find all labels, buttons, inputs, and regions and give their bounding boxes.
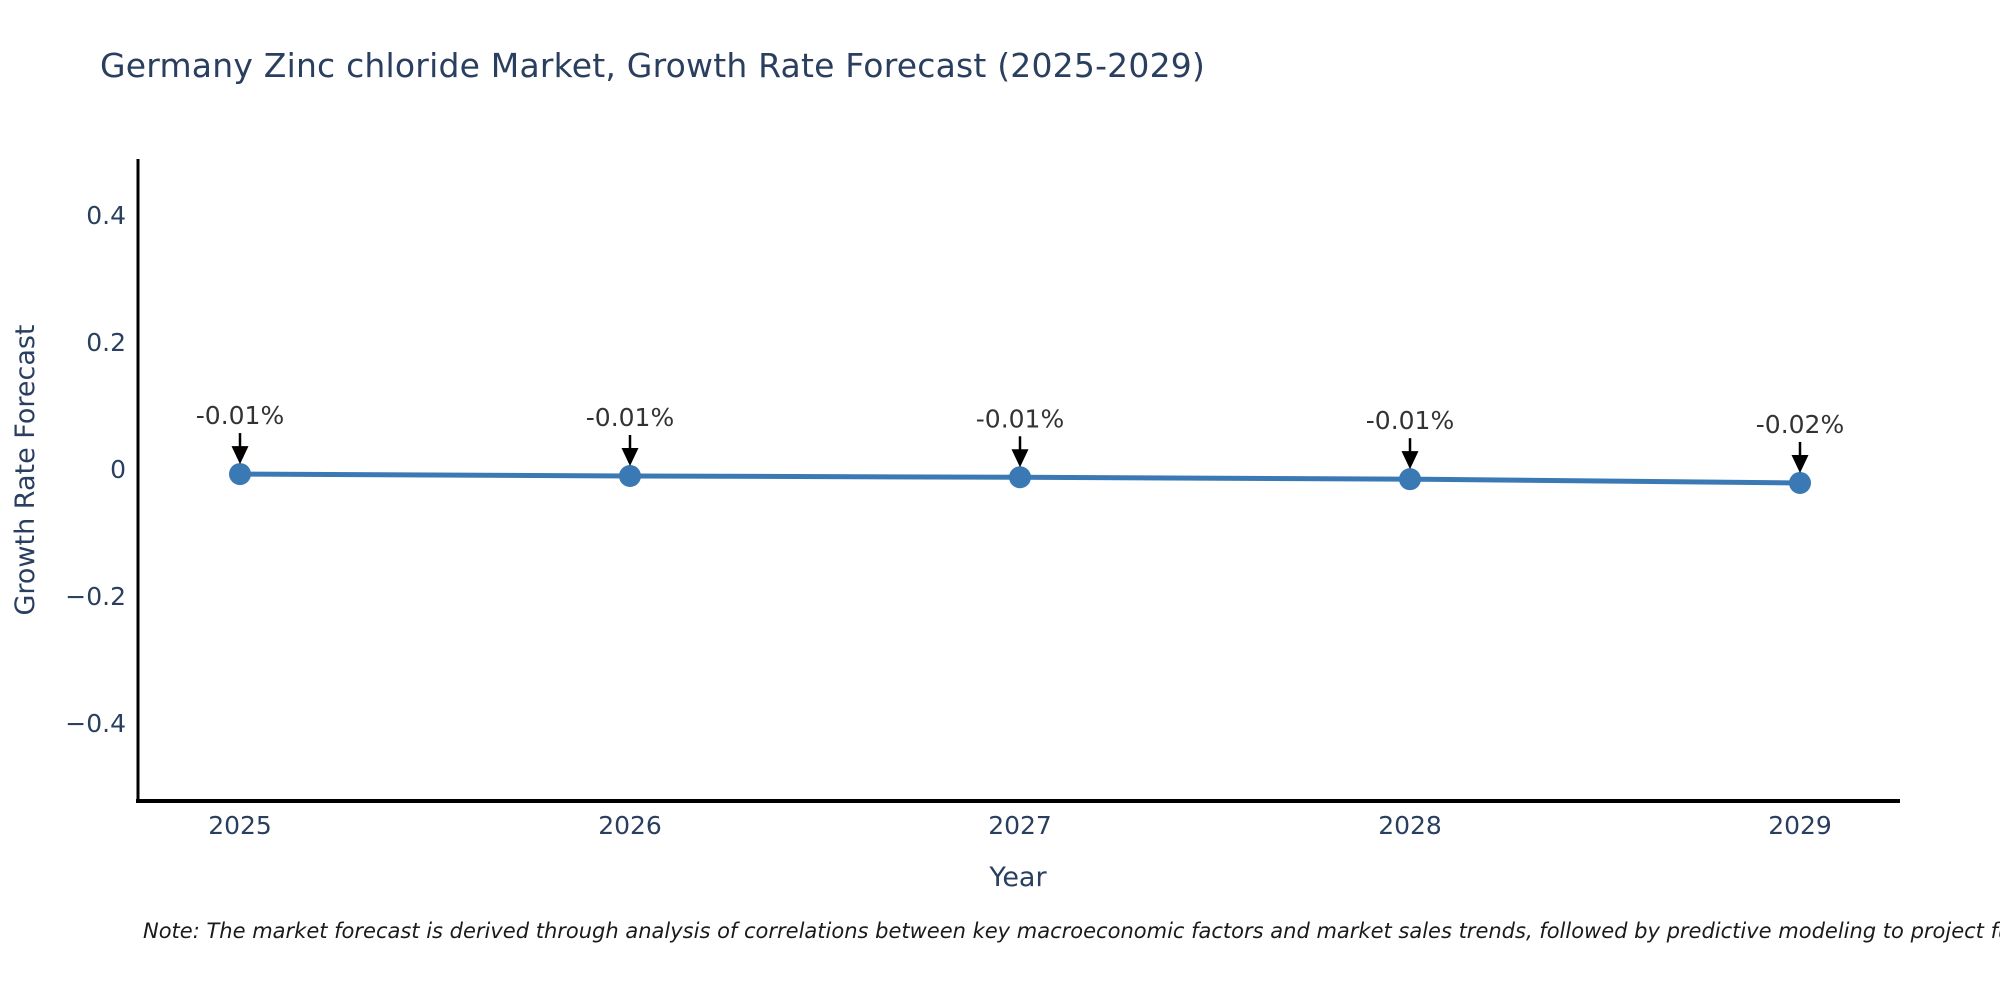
annotation-arrow-head-icon [621, 447, 639, 466]
y-axis-title: Growth Rate Forecast [10, 324, 41, 615]
forecast-methodology-note: Note: The market forecast is derived thr… [143, 919, 2000, 943]
chart-title: Germany Zinc chloride Market, Growth Rat… [100, 46, 1206, 85]
data-point-marker [1399, 468, 1421, 491]
x-axis-title: Year [988, 862, 1047, 893]
data-point-label: -0.01% [586, 403, 674, 432]
data-point-marker [229, 463, 251, 486]
y-tick-label: −0.4 [65, 709, 126, 738]
x-tick-label: 2025 [208, 811, 272, 840]
data-point-label: -0.01% [196, 401, 284, 430]
annotation-arrow-head-icon [1401, 451, 1419, 470]
x-tick-label: 2028 [1378, 811, 1442, 840]
x-tick-label: 2026 [598, 811, 662, 840]
y-tick-label: 0.2 [86, 328, 126, 357]
annotation-arrow-head-icon [1011, 449, 1029, 468]
annotation-arrow-head-icon [231, 446, 249, 465]
annotation-arrow-head-icon [1791, 454, 1809, 473]
data-point-marker [1789, 471, 1811, 494]
y-tick-label: 0 [110, 455, 126, 484]
y-tick-label: −0.2 [65, 582, 126, 611]
data-point-label: -0.02% [1756, 410, 1844, 439]
y-tick-label: 0.4 [86, 201, 126, 230]
x-tick-label: 2027 [988, 811, 1052, 840]
data-point-label: -0.01% [1366, 406, 1454, 435]
data-point-marker [1009, 466, 1031, 489]
data-point-label: -0.01% [976, 404, 1064, 433]
data-point-marker [619, 464, 641, 487]
x-tick-label: 2029 [1768, 811, 1832, 840]
